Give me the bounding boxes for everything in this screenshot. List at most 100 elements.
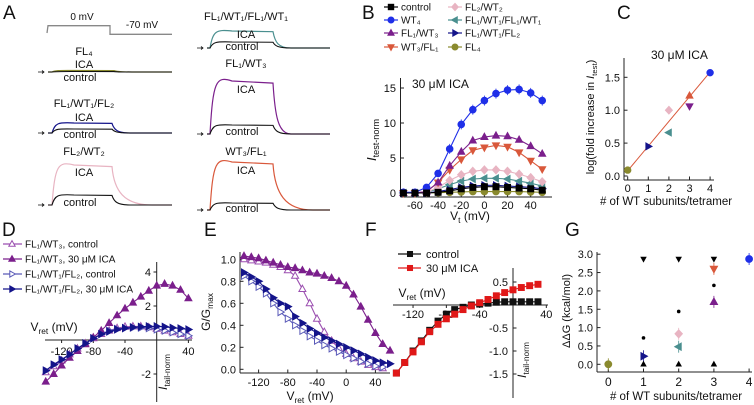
- series-1-point: [104, 318, 114, 326]
- series-4-point: [537, 177, 547, 187]
- series-3-point: [277, 298, 286, 308]
- series-1-point: [385, 345, 395, 354]
- zero-current-arrow-icon: [197, 46, 204, 50]
- series-1-point: [176, 285, 185, 293]
- x-tick-label: 3: [686, 183, 692, 195]
- y-tick-label: 1.0: [221, 254, 236, 266]
- y-tick-label: 1.0: [578, 323, 593, 335]
- y-tick-label: 10: [384, 118, 396, 130]
- series-2-point: [185, 331, 194, 341]
- series-4-point: [514, 169, 524, 179]
- series-2-point: [491, 130, 501, 139]
- zero-current-arrow-icon: [197, 208, 204, 212]
- legend-label: control: [426, 249, 459, 261]
- series-4-point: [445, 175, 454, 186]
- series-2-point: [328, 344, 337, 353]
- series-1-point: [184, 293, 193, 302]
- trace-panel: [38, 122, 172, 135]
- y-tick-label: 0.8: [221, 276, 236, 288]
- series-2-point: [445, 160, 454, 169]
- ica-label: ICA: [237, 29, 256, 41]
- series-1-point: [49, 369, 58, 377]
- series-1-point: [120, 303, 130, 312]
- series-1-point: [459, 306, 467, 314]
- series-2-point: [177, 329, 186, 339]
- series-1-point: [144, 285, 154, 294]
- data-point: [674, 329, 684, 339]
- data-point: [709, 265, 719, 274]
- legend-marker: [9, 285, 17, 293]
- series-0-point: [290, 270, 300, 279]
- series-3-point: [106, 327, 114, 336]
- ica-label: ICA: [75, 59, 94, 71]
- axis-label-main: I: [364, 157, 379, 161]
- ica-label: ICA: [237, 84, 256, 96]
- y-tick-label: 0.0: [578, 359, 593, 371]
- series-2-point: [468, 135, 478, 144]
- series-3-point: [169, 323, 178, 333]
- series-0-point: [434, 188, 442, 196]
- data-point: [675, 256, 682, 263]
- series-0-point: [492, 298, 500, 306]
- series-1-point: [434, 320, 442, 328]
- trace-panel: [197, 159, 330, 212]
- series-5-point: [467, 174, 476, 184]
- x-tick-label: 20: [501, 200, 513, 212]
- x-tick-label: 0: [343, 377, 349, 389]
- series-3-point: [321, 333, 330, 342]
- y-tick-label: -2: [141, 369, 151, 381]
- legend-label: FL₁/WT₁/FL₂, control: [25, 270, 116, 281]
- axis-label-main: I: [156, 386, 170, 390]
- fit-line: [627, 71, 711, 172]
- series-2-point: [372, 361, 381, 371]
- series-1-point: [290, 263, 300, 272]
- data-point: [676, 309, 681, 314]
- y-tick-label: 0.5: [605, 138, 620, 150]
- series-3-point: [387, 359, 395, 369]
- series-5-point: [502, 174, 511, 184]
- y-tick-label: 1.5: [578, 304, 593, 316]
- series-3-point: [241, 268, 249, 277]
- series-4-point: [491, 165, 501, 175]
- axis-label-subscript: max: [205, 292, 215, 309]
- series-1-point: [152, 280, 162, 289]
- zero-current-arrow-icon: [38, 203, 45, 207]
- series-2-point: [321, 340, 330, 350]
- series-1-point: [434, 169, 442, 178]
- series-2-point: [357, 357, 366, 366]
- x-tick-label: -40: [117, 346, 133, 358]
- data-point: [640, 351, 649, 361]
- series-4-point: [480, 165, 489, 175]
- series-1-point: [334, 276, 344, 285]
- series-1-point: [319, 270, 329, 279]
- series-2-point: [270, 298, 279, 308]
- axis-label-main: I: [515, 374, 529, 378]
- data-point: [710, 360, 718, 367]
- axis-label-main: V: [450, 209, 458, 223]
- series-3-point: [456, 156, 466, 165]
- axis-label-subscript: test: [590, 63, 599, 76]
- y-tick-label: 3.0: [578, 249, 593, 261]
- series-1-point: [160, 279, 169, 287]
- control-trace: [48, 128, 172, 134]
- panel-label-b: B: [362, 3, 375, 24]
- legend-marker: [387, 16, 395, 24]
- axis-label-main: V: [398, 286, 406, 300]
- ica-label: ICA: [237, 165, 256, 177]
- trace-panel: [197, 78, 330, 136]
- axis-label-unit: (mV): [461, 209, 490, 223]
- series-0-point: [423, 189, 431, 197]
- control-trace: [207, 41, 330, 49]
- series-1-point: [168, 280, 177, 289]
- series-1-point: [261, 255, 271, 264]
- control-label: control: [225, 41, 258, 53]
- trace-panel: [197, 29, 330, 50]
- axis-label-unit: (mV): [416, 286, 445, 300]
- series-1-point: [476, 299, 484, 307]
- series-3-point: [262, 284, 271, 294]
- series-0-point: [538, 186, 546, 194]
- series-0-point: [501, 298, 509, 306]
- axis-label-subscript: ret: [294, 395, 304, 405]
- trace-title: FL₁/WT₁/FL₁/WT₁: [204, 11, 288, 23]
- series-1-point: [305, 267, 315, 276]
